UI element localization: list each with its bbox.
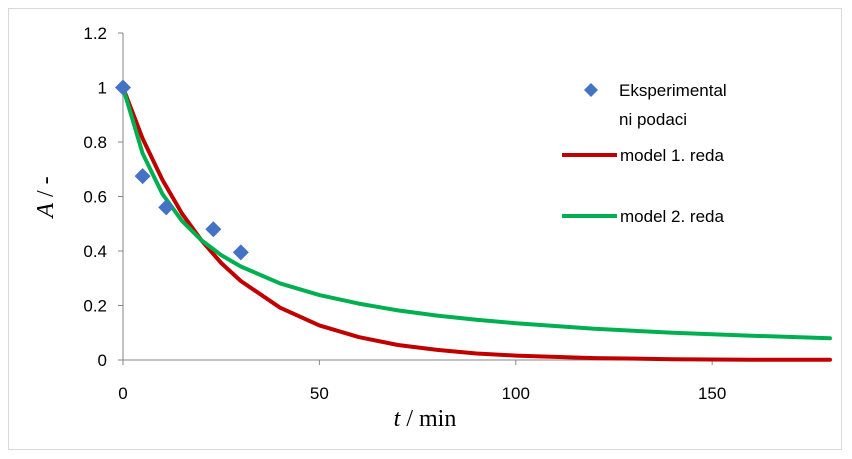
y-tick-label: 1.2 bbox=[83, 24, 107, 43]
x-axis-title-var: t bbox=[394, 406, 402, 432]
data-point bbox=[134, 168, 151, 185]
legend-label-model2: model 2. reda bbox=[620, 207, 724, 226]
data-point bbox=[158, 199, 175, 216]
y-axis-title: A / - bbox=[33, 176, 59, 219]
y-tick-label: 0.2 bbox=[83, 297, 107, 316]
series-line-1 bbox=[121, 85, 832, 362]
legend-label-experimental-line2: ni podaci bbox=[619, 110, 687, 129]
x-axis-title-unit: / min bbox=[400, 406, 456, 432]
legend-marker-experimental bbox=[584, 83, 598, 97]
axes: 0 0.2 0.4 0.6 0.8 1 1.2 0 50 100 150 bbox=[83, 24, 830, 403]
x-tick-label: 150 bbox=[698, 384, 726, 403]
x-tick-label: 0 bbox=[118, 384, 127, 403]
y-axis-title-unit: / - bbox=[33, 176, 59, 203]
y-tick-label: 1 bbox=[98, 79, 107, 98]
chart-frame bbox=[8, 8, 842, 450]
legend-label-experimental-line1: Eksperimental bbox=[619, 81, 727, 100]
x-axis-title: t / min bbox=[394, 406, 457, 432]
data-point bbox=[205, 221, 222, 238]
legend: Eksperimental ni podaci model 1. reda model… bbox=[562, 81, 727, 226]
x-tick-label: 50 bbox=[310, 384, 329, 403]
x-tick-label: 100 bbox=[502, 384, 530, 403]
y-tick-label: 0.4 bbox=[83, 242, 107, 261]
series-line-2 bbox=[121, 85, 832, 341]
series-layer bbox=[115, 79, 832, 362]
data-point bbox=[232, 244, 249, 261]
y-axis-title-var: A bbox=[33, 203, 59, 220]
legend-label-model1: model 1. reda bbox=[620, 146, 724, 165]
y-tick-label: 0.6 bbox=[83, 188, 107, 207]
y-tick-label: 0.8 bbox=[83, 133, 107, 152]
y-tick-label: 0 bbox=[98, 351, 107, 370]
data-point bbox=[115, 79, 131, 96]
